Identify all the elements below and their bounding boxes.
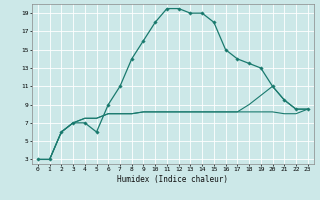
- X-axis label: Humidex (Indice chaleur): Humidex (Indice chaleur): [117, 175, 228, 184]
